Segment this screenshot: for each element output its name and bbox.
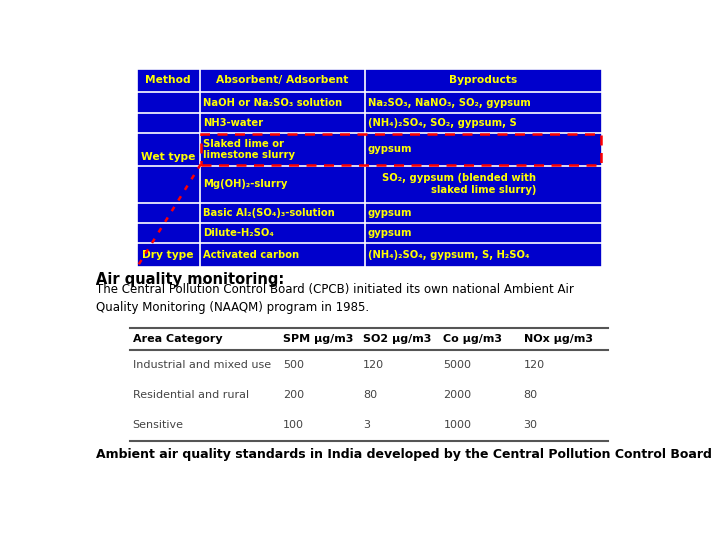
Text: 200: 200 <box>283 390 304 400</box>
Text: Wet type: Wet type <box>141 152 195 162</box>
Text: Byproducts: Byproducts <box>449 75 517 85</box>
Text: 500: 500 <box>283 360 304 370</box>
Text: Ambient air quality standards in India developed by the Central Pollution Contro: Ambient air quality standards in India d… <box>96 448 712 461</box>
Text: Air quality monitoring:: Air quality monitoring: <box>96 272 284 287</box>
Text: Industrial and mixed use: Industrial and mixed use <box>132 360 271 370</box>
Text: (NH₄)₂SO₄, SO₂, gypsum, S: (NH₄)₂SO₄, SO₂, gypsum, S <box>368 118 517 129</box>
Text: Dry type: Dry type <box>143 250 194 260</box>
Text: 30: 30 <box>523 421 538 430</box>
Text: 80: 80 <box>363 390 377 400</box>
Text: NH3-water: NH3-water <box>203 118 263 129</box>
Text: SO2 μg/m3: SO2 μg/m3 <box>363 334 431 344</box>
Text: 3: 3 <box>363 421 370 430</box>
Text: SO₂, gypsum (blended with
                  slaked lime slurry): SO₂, gypsum (blended with slaked lime sl… <box>368 173 536 195</box>
Text: Absorbent/ Adsorbent: Absorbent/ Adsorbent <box>216 75 348 85</box>
Text: 120: 120 <box>363 360 384 370</box>
Text: Slaked lime or
limestone slurry: Slaked lime or limestone slurry <box>203 139 295 160</box>
Text: The Central Pollution Control Board (CPCB) initiated its own national Ambient Ai: The Central Pollution Control Board (CPC… <box>96 284 574 314</box>
Text: Co μg/m3: Co μg/m3 <box>444 334 503 344</box>
Text: 80: 80 <box>523 390 538 400</box>
Text: (NH₄)₂SO₄, gypsum, S, H₂SO₄: (NH₄)₂SO₄, gypsum, S, H₂SO₄ <box>368 250 529 260</box>
Text: gypsum: gypsum <box>368 228 413 238</box>
Text: 120: 120 <box>523 360 545 370</box>
Bar <box>200 134 600 165</box>
Text: Area Category: Area Category <box>132 334 222 344</box>
Text: Activated carbon: Activated carbon <box>203 250 299 260</box>
Text: Mg(OH)₂-slurry: Mg(OH)₂-slurry <box>203 179 287 189</box>
Text: SPM μg/m3: SPM μg/m3 <box>283 334 354 344</box>
Text: Dilute-H₂SO₄: Dilute-H₂SO₄ <box>203 228 274 238</box>
Text: Basic Al₂(SO₄)₃-solution: Basic Al₂(SO₄)₃-solution <box>203 208 335 218</box>
Text: Method: Method <box>145 75 191 85</box>
Text: gypsum: gypsum <box>368 145 413 154</box>
Text: Sensitive: Sensitive <box>132 421 184 430</box>
Text: 5000: 5000 <box>444 360 472 370</box>
Text: gypsum: gypsum <box>368 208 413 218</box>
Text: 100: 100 <box>283 421 304 430</box>
Text: 2000: 2000 <box>444 390 472 400</box>
Text: Na₂SO₃, NaNO₃, SO₂, gypsum: Na₂SO₃, NaNO₃, SO₂, gypsum <box>368 98 531 107</box>
Bar <box>137 69 601 267</box>
Text: Residential and rural: Residential and rural <box>132 390 248 400</box>
Text: NOx μg/m3: NOx μg/m3 <box>523 334 593 344</box>
Text: 1000: 1000 <box>444 421 472 430</box>
Text: NaOH or Na₂SO₃ solution: NaOH or Na₂SO₃ solution <box>203 98 342 107</box>
